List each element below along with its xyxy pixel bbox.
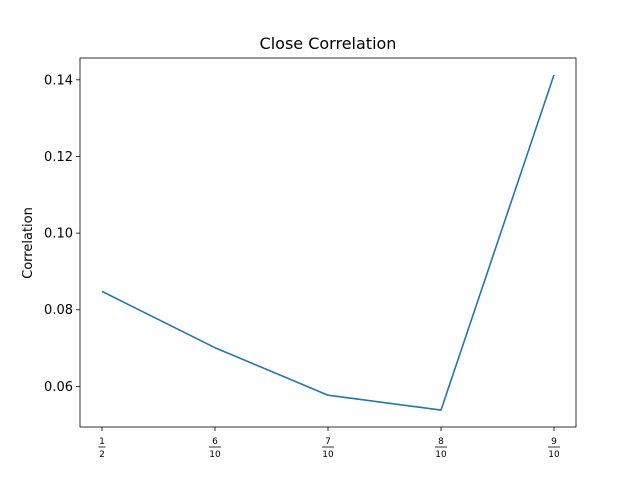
plot-frame: [79, 57, 577, 428]
y-axis-ticks: 0.06 0.08 0.10 0.12 0.14: [44, 73, 80, 395]
x-tick-numerator: 7: [325, 437, 331, 447]
y-axis-label: Correlation: [21, 207, 36, 279]
series-line: [101, 74, 555, 411]
chart-title: Close Correlation: [260, 34, 397, 53]
x-tick-denominator: 2: [99, 450, 105, 460]
x-tick-numerator: 8: [438, 437, 444, 447]
y-tick-label: 0.08: [44, 303, 73, 318]
x-tick-denominator: 10: [548, 450, 560, 460]
y-tick-label: 0.14: [44, 73, 73, 88]
x-tick-denominator: 10: [209, 450, 221, 460]
x-axis-ticks: 1 2 6 10 7 10 8 10 9 10: [98, 427, 560, 460]
x-tick-denominator: 10: [322, 450, 334, 460]
y-tick-label: 0.06: [44, 380, 73, 395]
y-tick-label: 0.10: [44, 227, 73, 242]
x-tick-numerator: 9: [551, 437, 557, 447]
series-group: [101, 74, 555, 411]
x-tick-numerator: 1: [99, 437, 105, 447]
x-tick-denominator: 10: [435, 450, 447, 460]
y-tick-label: 0.12: [44, 150, 73, 165]
x-tick-numerator: 6: [212, 437, 218, 447]
